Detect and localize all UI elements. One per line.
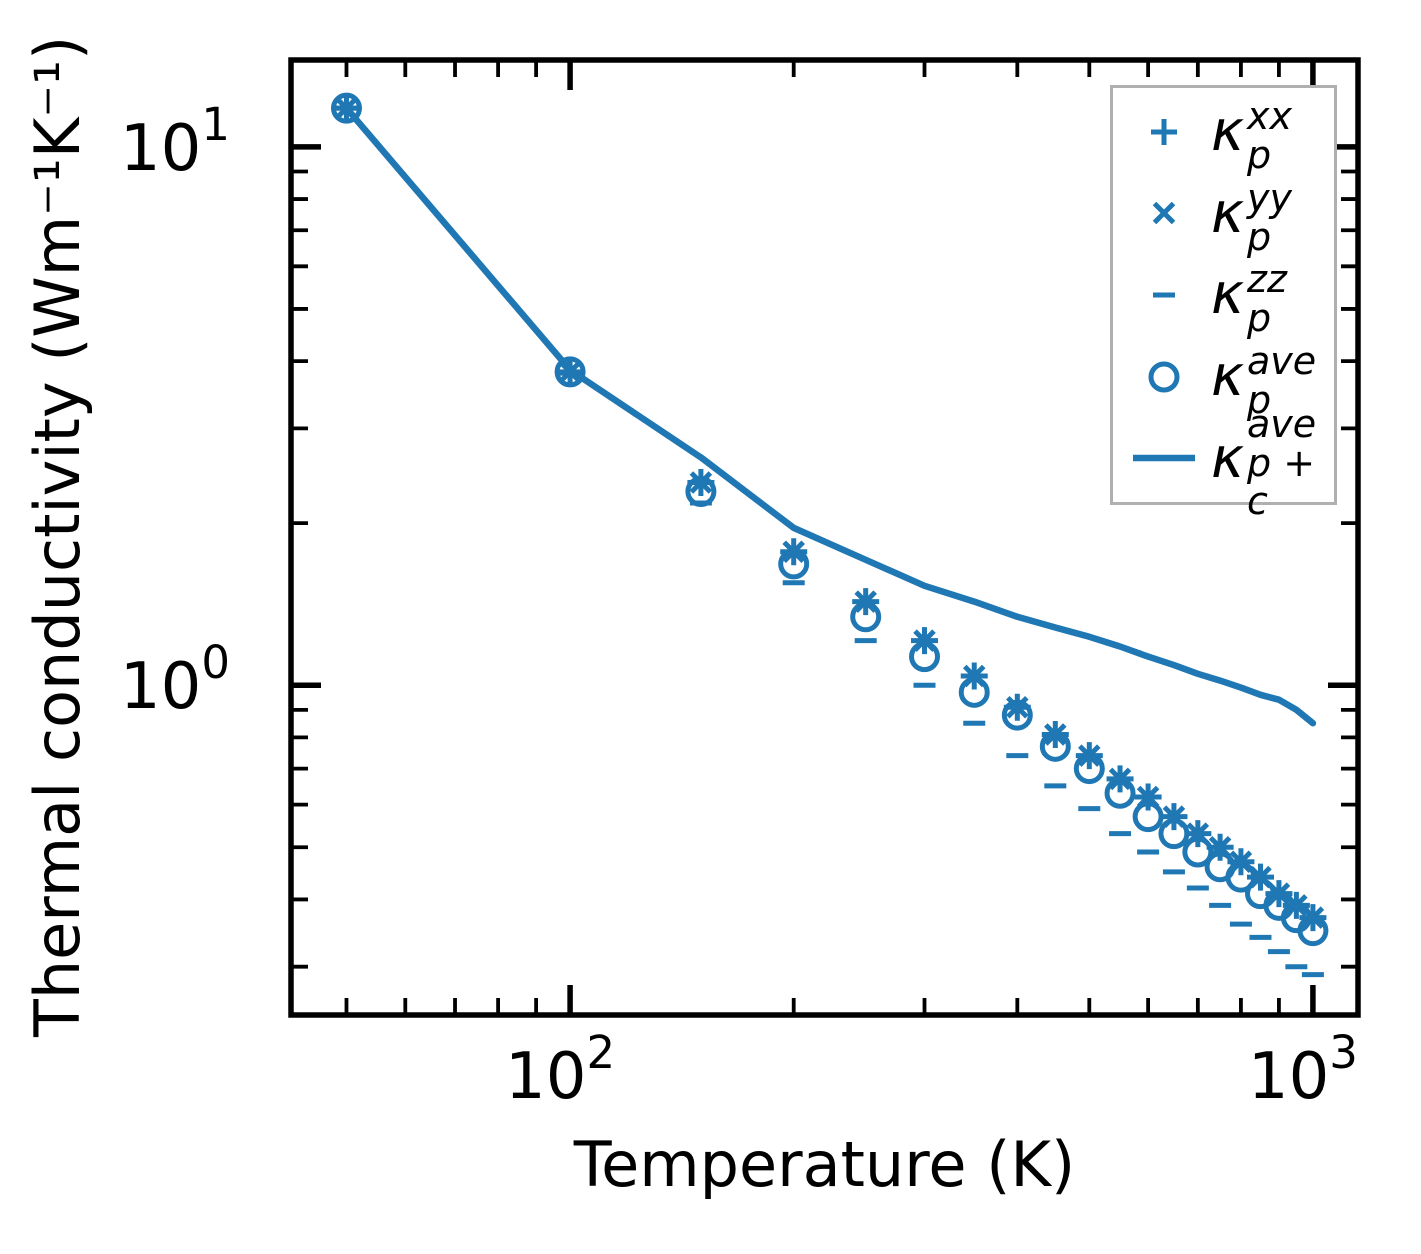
y-axis-label: Thermal conductivity (Wm⁻¹K⁻¹) bbox=[21, 35, 94, 1037]
x-tick-label-10e2: 102 bbox=[505, 1026, 615, 1114]
plot-spines bbox=[288, 57, 1361, 1018]
y-tick-label-10e0: 100 bbox=[120, 636, 230, 724]
legend-item-kappa-zz: κ zz p bbox=[1113, 257, 1334, 341]
axis-ticks bbox=[291, 60, 1358, 1015]
legend-item-kappa-ave: κ ave p bbox=[1113, 339, 1334, 423]
x-tick-label-10e3: 103 bbox=[1248, 1026, 1358, 1114]
series-kappa-p-plus-c-ave-line bbox=[343, 104, 1317, 727]
plus-marker-icon bbox=[1151, 118, 1177, 145]
line-marker-icon bbox=[1133, 455, 1195, 462]
x-marker-icon bbox=[1152, 202, 1176, 225]
legend-label-kappa-p-plus-c-ave: κ ave p + c bbox=[1211, 401, 1317, 523]
legend-label-kappa-yy: κ yy p bbox=[1211, 175, 1292, 259]
circle-marker-icon bbox=[1148, 361, 1180, 393]
x-axis-label: Temperature (K) bbox=[573, 1128, 1076, 1201]
legend-item-kappa-xx: κ xx p bbox=[1113, 94, 1334, 178]
legend-label-kappa-xx: κ xx p bbox=[1211, 94, 1292, 178]
legend-item-kappa-p-plus-c-ave: κ ave p + c bbox=[1113, 405, 1334, 520]
legend: κ xx p κ yy p κ zz p κ ave p κ ave p + c bbox=[1110, 85, 1337, 520]
dash-marker-icon bbox=[1153, 292, 1175, 298]
legend-item-kappa-yy: κ yy p bbox=[1113, 175, 1334, 259]
legend-label-kappa-ave: κ ave p bbox=[1211, 339, 1317, 423]
series-kappa-p-xx bbox=[332, 94, 1327, 932]
y-tick-label-10e1: 101 bbox=[120, 98, 230, 186]
legend-label-kappa-zz: κ zz p bbox=[1211, 257, 1287, 341]
